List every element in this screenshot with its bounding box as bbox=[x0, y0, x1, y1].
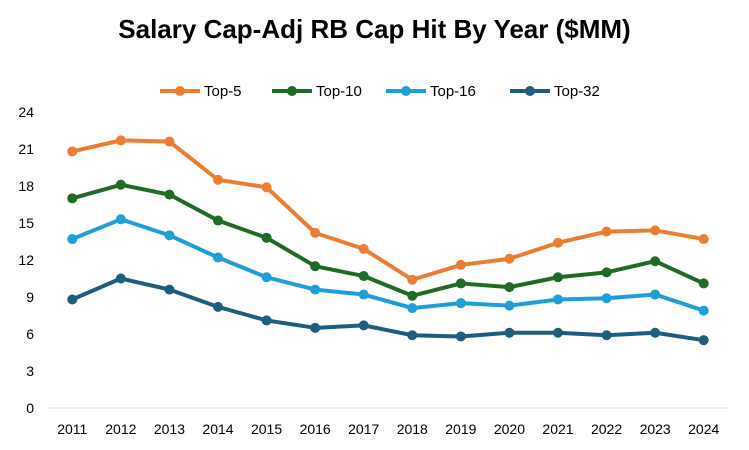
data-point bbox=[115, 135, 126, 146]
x-tick-label: 2019 bbox=[445, 421, 476, 437]
legend-label: Top-5 bbox=[204, 83, 242, 100]
legend-item-top-10: Top-10 bbox=[272, 83, 362, 100]
data-point bbox=[358, 320, 369, 331]
legend-item-top-16: Top-16 bbox=[386, 83, 476, 100]
x-tick-label: 2015 bbox=[251, 421, 282, 437]
data-point bbox=[407, 330, 418, 341]
data-point bbox=[261, 182, 272, 193]
y-tick-label: 18 bbox=[18, 178, 34, 194]
data-point bbox=[455, 298, 466, 309]
legend-marker bbox=[175, 86, 185, 96]
data-point bbox=[504, 253, 515, 264]
x-tick-label: 2017 bbox=[348, 421, 379, 437]
x-tick-label: 2022 bbox=[591, 421, 622, 437]
x-tick-label: 2011 bbox=[57, 421, 87, 437]
x-tick-label: 2023 bbox=[640, 421, 671, 437]
data-point bbox=[504, 300, 515, 311]
data-point bbox=[698, 234, 709, 245]
data-point bbox=[601, 226, 612, 237]
y-tick-label: 12 bbox=[18, 252, 34, 268]
x-tick-label: 2013 bbox=[154, 421, 185, 437]
data-point bbox=[504, 327, 515, 338]
data-point bbox=[650, 289, 661, 300]
legend-item-top-5: Top-5 bbox=[160, 83, 242, 100]
data-point bbox=[164, 189, 175, 200]
data-point bbox=[115, 273, 126, 284]
series-line-top-32 bbox=[70, 276, 706, 343]
data-point bbox=[650, 256, 661, 267]
data-point bbox=[698, 278, 709, 289]
data-point bbox=[650, 327, 661, 338]
x-tick-label: 2021 bbox=[542, 421, 573, 437]
chart-title: Salary Cap-Adj RB Cap Hit By Year ($MM) bbox=[118, 14, 631, 44]
data-point bbox=[164, 136, 175, 147]
data-point bbox=[455, 278, 466, 289]
y-tick-label: 15 bbox=[18, 215, 34, 231]
data-point bbox=[261, 315, 272, 326]
data-point bbox=[407, 303, 418, 314]
data-point bbox=[455, 259, 466, 270]
data-point bbox=[261, 232, 272, 243]
data-point bbox=[407, 274, 418, 285]
x-tick-label: 2016 bbox=[300, 421, 331, 437]
legend-marker bbox=[287, 86, 297, 96]
y-tick-label: 0 bbox=[26, 400, 34, 416]
data-point bbox=[358, 243, 369, 254]
data-point bbox=[261, 272, 272, 283]
series-line-top-10 bbox=[70, 182, 706, 298]
data-point bbox=[698, 305, 709, 316]
legend-label: Top-32 bbox=[554, 83, 600, 100]
data-point bbox=[601, 267, 612, 278]
data-point bbox=[553, 237, 563, 248]
data-point bbox=[407, 290, 418, 301]
data-point bbox=[650, 225, 661, 236]
legend-label: Top-10 bbox=[316, 83, 362, 100]
data-point bbox=[213, 174, 223, 185]
data-point bbox=[553, 294, 563, 305]
legend-marker bbox=[525, 86, 535, 96]
data-point bbox=[358, 289, 369, 300]
data-point bbox=[310, 227, 321, 238]
y-tick-label: 24 bbox=[18, 104, 34, 120]
data-point bbox=[455, 331, 466, 342]
data-point bbox=[67, 294, 78, 305]
x-tick-label: 2018 bbox=[397, 421, 428, 437]
data-point bbox=[213, 301, 223, 312]
data-point bbox=[310, 284, 321, 295]
legend-label: Top-16 bbox=[430, 83, 476, 100]
y-tick-label: 6 bbox=[26, 326, 34, 342]
data-point bbox=[358, 271, 369, 282]
y-tick-label: 9 bbox=[26, 289, 34, 305]
data-point bbox=[553, 272, 563, 283]
data-point bbox=[67, 234, 78, 245]
data-point bbox=[504, 282, 515, 293]
x-tick-label: 2020 bbox=[494, 421, 525, 437]
series-line-top-16 bbox=[70, 217, 706, 313]
data-point bbox=[115, 214, 126, 225]
x-tick-label: 2012 bbox=[105, 421, 136, 437]
data-point bbox=[553, 327, 563, 338]
legend-marker bbox=[401, 86, 411, 96]
data-point bbox=[601, 330, 612, 341]
data-point bbox=[698, 335, 709, 346]
data-point bbox=[164, 230, 175, 241]
y-tick-label: 3 bbox=[26, 363, 34, 379]
x-tick-label: 2014 bbox=[202, 421, 233, 437]
series-line-top-5 bbox=[70, 138, 706, 282]
data-point bbox=[601, 293, 612, 304]
x-tick-label: 2024 bbox=[688, 421, 719, 437]
data-point bbox=[213, 215, 223, 226]
y-tick-label: 21 bbox=[18, 141, 34, 157]
data-point bbox=[310, 261, 321, 272]
data-point bbox=[213, 252, 223, 263]
data-point bbox=[67, 146, 78, 157]
data-point bbox=[67, 193, 78, 204]
data-point bbox=[115, 179, 126, 190]
legend-item-top-32: Top-32 bbox=[510, 83, 600, 100]
data-point bbox=[310, 322, 321, 333]
data-point bbox=[164, 284, 175, 295]
